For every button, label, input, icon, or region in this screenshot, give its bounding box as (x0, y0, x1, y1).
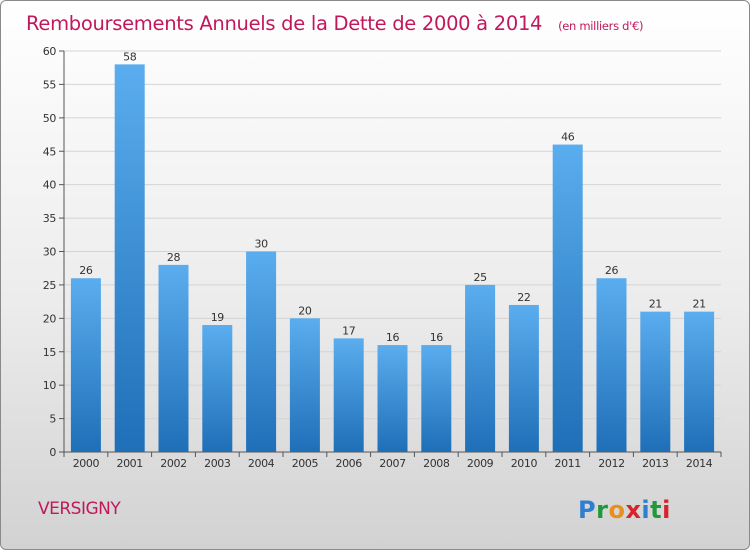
x-tick-label: 2009 (467, 457, 494, 470)
data-label: 16 (386, 331, 400, 344)
logo-letter: o (608, 496, 625, 524)
x-tick-label: 2008 (423, 457, 450, 470)
data-label: 19 (211, 311, 225, 324)
data-label: 21 (649, 298, 662, 311)
y-tick-label: 20 (43, 312, 57, 325)
y-tick-label: 60 (43, 45, 57, 58)
x-tick-label: 2004 (248, 457, 275, 470)
bar (114, 64, 145, 452)
bar (289, 318, 320, 452)
data-label: 22 (517, 291, 530, 304)
data-label: 46 (561, 131, 575, 144)
data-label: 17 (342, 324, 356, 337)
x-tick-label: 2007 (379, 457, 406, 470)
bar (640, 311, 671, 452)
y-tick-label: 50 (43, 112, 57, 125)
data-label: 25 (473, 271, 487, 284)
x-tick-label: 2000 (73, 457, 100, 470)
chart-title: Remboursements Annuels de la Dette de 20… (26, 12, 643, 35)
x-tick-label: 2005 (292, 457, 319, 470)
bar (158, 264, 189, 452)
x-tick-label: 2014 (686, 457, 713, 470)
x-tick-label: 2011 (554, 457, 580, 470)
bar (465, 284, 496, 452)
y-tick-label: 35 (43, 212, 57, 225)
x-tick-label: 2003 (204, 457, 231, 470)
y-tick-label: 10 (43, 379, 57, 392)
bar (552, 144, 583, 453)
bar (508, 304, 539, 452)
y-tick-label: 25 (43, 279, 57, 292)
x-tick-label: 2006 (335, 457, 362, 470)
chart-subtitle: (en milliers d'€) (558, 19, 643, 33)
bar (377, 345, 408, 452)
bar (246, 251, 277, 452)
logo-letter: r (596, 496, 608, 524)
logo-letter: x (625, 496, 641, 524)
location-label: VERSIGNY (38, 499, 121, 519)
data-label: 16 (430, 331, 444, 344)
y-tick-label: 5 (49, 413, 56, 426)
chart-title-main: Remboursements Annuels de la Dette de 20… (26, 12, 542, 35)
data-label: 20 (298, 304, 312, 317)
data-label: 28 (167, 251, 181, 264)
logo-letter: P (578, 496, 596, 524)
data-label: 26 (605, 264, 619, 277)
logo-letter: t (650, 496, 662, 524)
bar (70, 278, 101, 452)
data-label: 26 (79, 264, 93, 277)
bars (70, 64, 715, 453)
logo-letter: i (641, 496, 650, 524)
y-tick-label: 0 (49, 446, 56, 459)
y-tick-label: 15 (43, 346, 57, 359)
x-tick-label: 2002 (160, 457, 186, 470)
data-label: 21 (692, 298, 705, 311)
bar (684, 311, 715, 452)
x-tick-label: 2012 (598, 457, 624, 470)
x-tick-label: 2010 (511, 457, 538, 470)
value-labels: 26 58 28 19 30 20 17 16 16 25 22 46 26 21 21 (79, 50, 706, 344)
y-tick-label: 45 (43, 145, 57, 158)
logo-letter: i (662, 496, 671, 524)
y-tick-label: 30 (43, 246, 57, 259)
bar (333, 338, 364, 452)
x-tick-label: 2001 (116, 457, 142, 470)
x-tick-label: 2013 (642, 457, 669, 470)
bar (421, 345, 452, 452)
y-tick-label: 40 (43, 179, 57, 192)
data-label: 30 (254, 238, 268, 251)
data-label: 58 (123, 50, 137, 63)
y-tick-label: 55 (43, 78, 57, 91)
bar (202, 325, 233, 452)
bar (596, 278, 627, 452)
proxiti-logo: Proxiti (578, 496, 671, 524)
